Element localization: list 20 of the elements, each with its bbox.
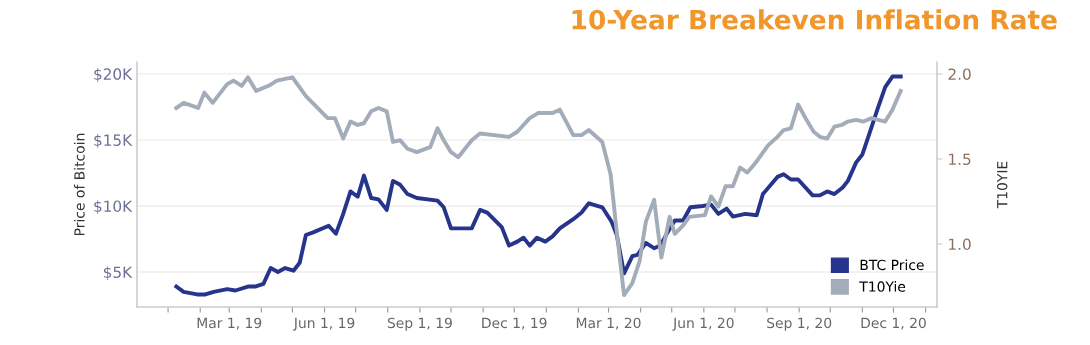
chart-title: 10-Year Breakeven Inflation Rate — [572, 9, 1057, 30]
x-tick-label: Mar 1, 20 — [576, 317, 641, 330]
x-tick-label: Jun 1, 19 — [293, 317, 355, 331]
y2-tick-label: 1.5 — [949, 153, 971, 165]
y2-tick-label: 2.0 — [948, 68, 971, 80]
y-tick-label: $20K — [94, 68, 133, 82]
legend-label: BTC Price — [860, 259, 924, 271]
x-tick-label: Jun 1, 20 — [672, 317, 734, 331]
y2-axis-title: T10YIE — [996, 161, 1008, 209]
y-tick-label: $15K — [94, 134, 133, 148]
y2-tick-label: 1.0 — [949, 238, 971, 251]
y-tick-label: $10K — [94, 200, 133, 215]
x-tick-label: Dec 1, 20 — [861, 317, 926, 330]
x-tick-label: Dec 1, 19 — [482, 317, 547, 330]
x-tick-label: Sep 1, 20 — [767, 317, 832, 331]
y-axis-title: Price of Bitcoin — [73, 133, 85, 235]
x-tick-label: Sep 1, 19 — [387, 317, 452, 331]
x-tick-label: Mar 1, 19 — [197, 317, 262, 330]
legend-label: T10Yie — [859, 281, 906, 292]
y-tick-label: $5K — [103, 266, 133, 281]
